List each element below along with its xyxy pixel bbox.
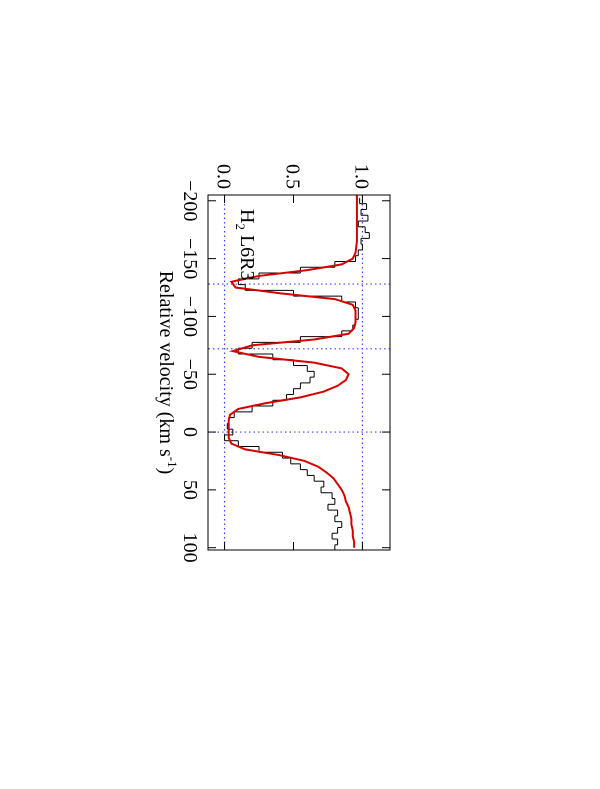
x-tick-label: −100 [179, 296, 201, 337]
x-axis-title: Relative velocity (km s-1) [155, 271, 180, 475]
annotation-sub: 2 [233, 223, 248, 230]
x-axis-title-sup: -1 [165, 457, 180, 468]
y-tick-label: 0.0 [213, 164, 235, 189]
rotated-plot: −200 −150 −100 −50 0 50 100 0.0 0.5 1.0 Relative v… [155, 164, 391, 563]
annotation-part: H [236, 209, 258, 223]
x-tick-label: −50 [179, 359, 201, 390]
y-tick-label: 1.0 [350, 164, 372, 189]
y-tick-label: 0.5 [281, 164, 303, 189]
plot-frame [207, 194, 391, 551]
x-tick-label: 50 [179, 480, 201, 500]
x-tick-label: −200 [179, 180, 201, 221]
annotation-part: L6R3 [236, 230, 258, 281]
x-tick-label: 100 [179, 533, 201, 563]
x-axis-title-part: ) [155, 468, 177, 475]
model-line [227, 195, 358, 548]
x-tick-label: 0 [179, 427, 201, 437]
x-tick-label: −150 [179, 238, 201, 279]
annotation: H2 L6R3 [233, 209, 258, 281]
x-axis-title-part: Relative velocity (km s [155, 271, 177, 457]
